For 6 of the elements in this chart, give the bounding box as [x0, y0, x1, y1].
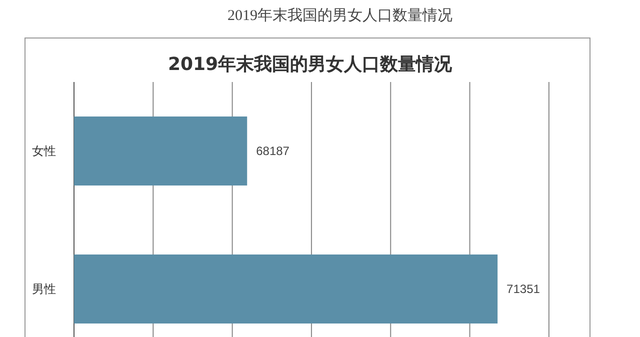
chart-subtitle: 2019年末我国的男女人口数量情况 [168, 54, 454, 75]
y-tick-label: 男性 [32, 282, 56, 296]
data-label: 68187 [256, 144, 290, 158]
data-label: 71351 [506, 282, 540, 296]
chart-title: 2019年末我国的男女人口数量情况 [228, 7, 452, 24]
y-tick-label: 女性 [32, 144, 56, 158]
